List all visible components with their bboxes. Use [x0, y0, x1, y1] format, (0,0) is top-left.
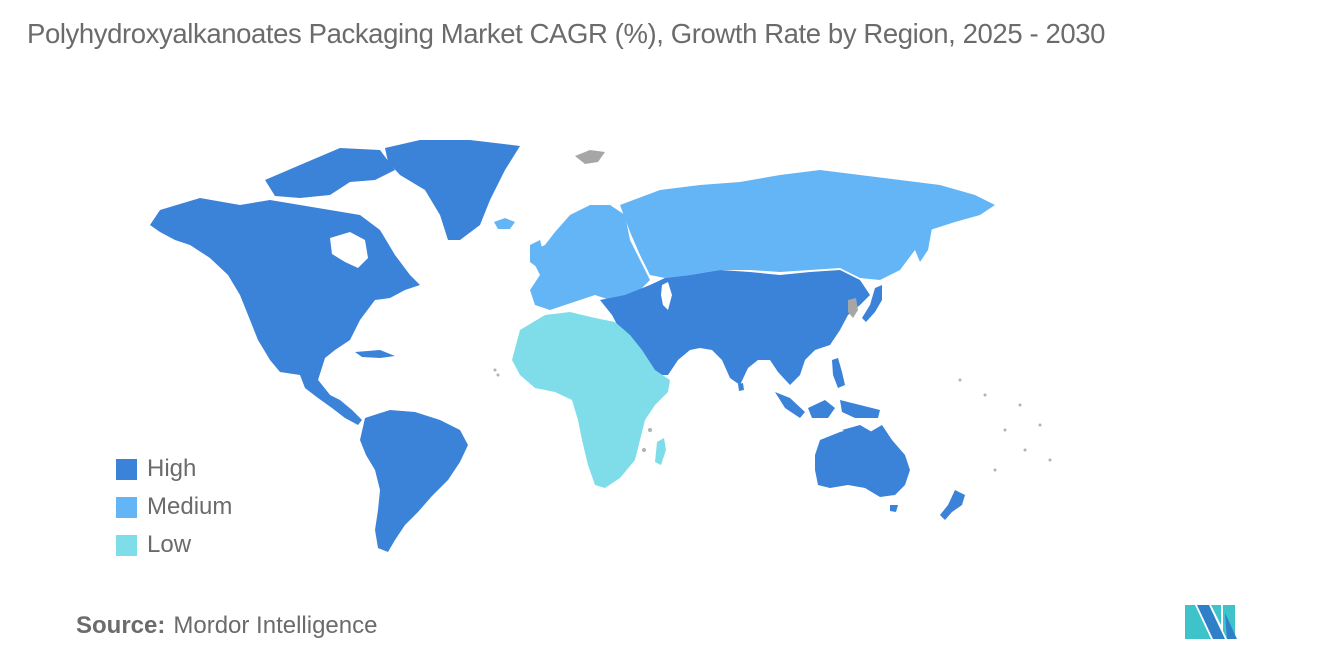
mordor-logo-icon [1185, 605, 1237, 639]
legend-label-medium: Medium [147, 493, 233, 520]
region-central-america [300, 375, 362, 425]
legend-item-medium: Medium [116, 488, 232, 526]
caspian-sea [661, 282, 672, 310]
legend-swatch-high [116, 458, 137, 480]
source-key: Source: [76, 612, 166, 639]
region-iceland [494, 218, 515, 229]
region-sri-lanka [738, 383, 744, 391]
region-north-america [150, 198, 420, 398]
region-russia [620, 170, 995, 280]
region-greenland [385, 140, 520, 240]
pacific-islands-no-data [493, 368, 1052, 472]
region-uk [530, 240, 544, 268]
region-new-zealand [940, 490, 965, 520]
region-caribbean [355, 350, 395, 358]
region-kamchatka [915, 228, 932, 262]
region-europe [530, 205, 650, 310]
region-svalbard-no-data [575, 150, 605, 164]
region-tasmania [890, 505, 898, 512]
legend-item-high: High [116, 450, 232, 488]
region-south-america [360, 410, 468, 552]
source-line: Source: Mordor Intelligence [76, 612, 377, 640]
region-sea-islands [775, 392, 880, 438]
source-value: Mordor Intelligence [173, 612, 378, 639]
region-africa [512, 312, 670, 488]
legend: High Medium Low [116, 450, 232, 564]
region-arctic-islands [265, 148, 395, 198]
hudson-bay [330, 232, 368, 268]
legend-label-low: Low [147, 531, 192, 558]
legend-swatch-medium [116, 496, 137, 518]
region-korea-no-data [848, 298, 858, 318]
legend-label-high: High [147, 455, 197, 482]
region-philippines [832, 358, 845, 388]
region-madagascar [655, 438, 666, 465]
region-australia [815, 425, 910, 497]
legend-item-low: Low [116, 526, 232, 564]
legend-swatch-low [116, 534, 137, 556]
region-japan [862, 285, 882, 322]
chart-title: Polyhydroxyalkanoates Packaging Market C… [27, 18, 1106, 49]
